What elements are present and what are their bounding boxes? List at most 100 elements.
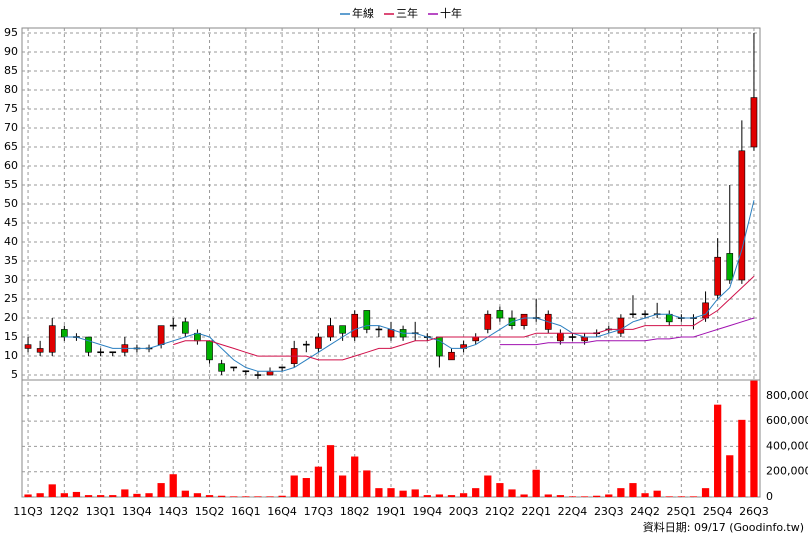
volume-bar <box>181 490 189 497</box>
candle-body <box>726 253 734 281</box>
candle-body <box>520 313 528 326</box>
x-tick-label: 12Q2 <box>50 505 80 518</box>
y2-tick-label: 400,000 <box>766 439 808 452</box>
volume-bar <box>447 495 456 497</box>
y-tick-label: 85 <box>4 64 18 77</box>
volume-bar <box>254 496 262 497</box>
volume-bar <box>532 469 540 497</box>
y-tick-label: 20 <box>4 311 18 324</box>
volume-bar <box>48 484 56 497</box>
candle-body <box>339 325 346 334</box>
volume-bar <box>145 493 153 497</box>
volume-bar <box>193 493 202 497</box>
volume-bar <box>387 488 395 497</box>
candle-body <box>472 336 480 342</box>
x-tick-label: 19Q1 <box>376 505 406 518</box>
volume-bar <box>314 466 323 497</box>
y-tick-label: 30 <box>4 273 18 286</box>
y2-tick-label: 0 <box>766 490 773 503</box>
volume-bar <box>617 488 625 497</box>
x-tick-label: 25Q4 <box>703 505 733 518</box>
volume-bar <box>605 494 613 497</box>
volume-bar <box>351 456 359 497</box>
volume-bar <box>593 495 601 497</box>
volume-bar <box>266 496 274 497</box>
y-tick-label: 55 <box>4 178 18 191</box>
y-tick-label: 95 <box>4 26 18 39</box>
candle-body <box>218 363 225 372</box>
volume-bar <box>290 475 298 497</box>
candle-body <box>157 325 165 345</box>
candle-body <box>641 313 649 316</box>
source-note: 資料日期: 09/17 (Goodinfo.tw) <box>643 520 804 534</box>
volume-bar <box>472 488 480 497</box>
x-tick-label: 22Q1 <box>521 505 551 518</box>
volume-bar <box>701 488 710 497</box>
volume-bar <box>459 493 468 497</box>
candle-body <box>569 336 576 338</box>
volume-bar <box>435 494 444 497</box>
y-tick-label: 40 <box>4 235 18 248</box>
volume-bar <box>302 478 310 497</box>
candle-body <box>327 325 334 338</box>
volume-bar <box>363 470 371 497</box>
x-tick-label: 18Q2 <box>340 505 370 518</box>
volume-bar <box>520 494 528 497</box>
candle-body <box>581 336 588 342</box>
candle-body <box>206 340 213 361</box>
y2-tick-label: 600,000 <box>766 414 808 427</box>
candle-body <box>557 332 564 342</box>
volume-bar <box>242 496 250 497</box>
y-tick-label: 50 <box>4 197 18 210</box>
volume-bar <box>157 483 165 497</box>
x-tick-label: 13Q1 <box>86 505 116 518</box>
candle-body <box>302 343 310 346</box>
candle-body <box>61 329 68 338</box>
volume-bar <box>399 490 407 497</box>
volume-bar <box>750 380 758 497</box>
x-tick-label: 17Q3 <box>304 505 334 518</box>
legend-label: 十年 <box>440 6 462 20</box>
volume-bar <box>36 493 44 497</box>
volume-bar <box>738 419 746 497</box>
volume-bar <box>411 489 419 497</box>
candle-body <box>36 348 44 353</box>
legend-label: 三年 <box>396 6 418 20</box>
volume-bar <box>556 495 565 497</box>
candle-body <box>254 374 262 376</box>
candle-body <box>48 325 56 353</box>
volume-bar <box>665 496 673 497</box>
volume-bar <box>121 489 129 497</box>
volume-bar <box>508 489 516 497</box>
candle-body <box>714 256 721 296</box>
candle-body <box>448 351 455 361</box>
volume-bar <box>726 455 734 497</box>
candle-body <box>484 313 492 330</box>
x-tick-label: 11Q3 <box>13 505 43 518</box>
candle-body <box>24 344 32 349</box>
x-tick-label: 21Q2 <box>485 505 515 518</box>
volume-bar <box>97 495 105 497</box>
candle-body <box>278 366 286 369</box>
y-tick-label: 15 <box>4 330 18 343</box>
x-tick-label: 26Q3 <box>739 505 769 518</box>
volume-bar <box>205 495 214 497</box>
y-tick-label: 5 <box>11 368 18 381</box>
candle-body <box>85 336 92 353</box>
y-tick-label: 45 <box>4 216 18 229</box>
volume-bar <box>24 494 32 497</box>
volume-bar <box>217 495 226 497</box>
x-tick-label: 25Q1 <box>667 505 697 518</box>
volume-bar <box>109 495 117 497</box>
volume-bar <box>326 445 335 497</box>
volume-bar <box>169 474 177 497</box>
x-tick-label: 24Q2 <box>630 505 660 518</box>
y-tick-label: 70 <box>4 121 18 134</box>
x-tick-label: 16Q1 <box>231 505 261 518</box>
ma-line <box>499 317 755 346</box>
volume-bar <box>423 495 431 497</box>
candle-body <box>351 313 359 338</box>
candle-body <box>230 366 238 369</box>
y-tick-label: 60 <box>4 159 18 172</box>
